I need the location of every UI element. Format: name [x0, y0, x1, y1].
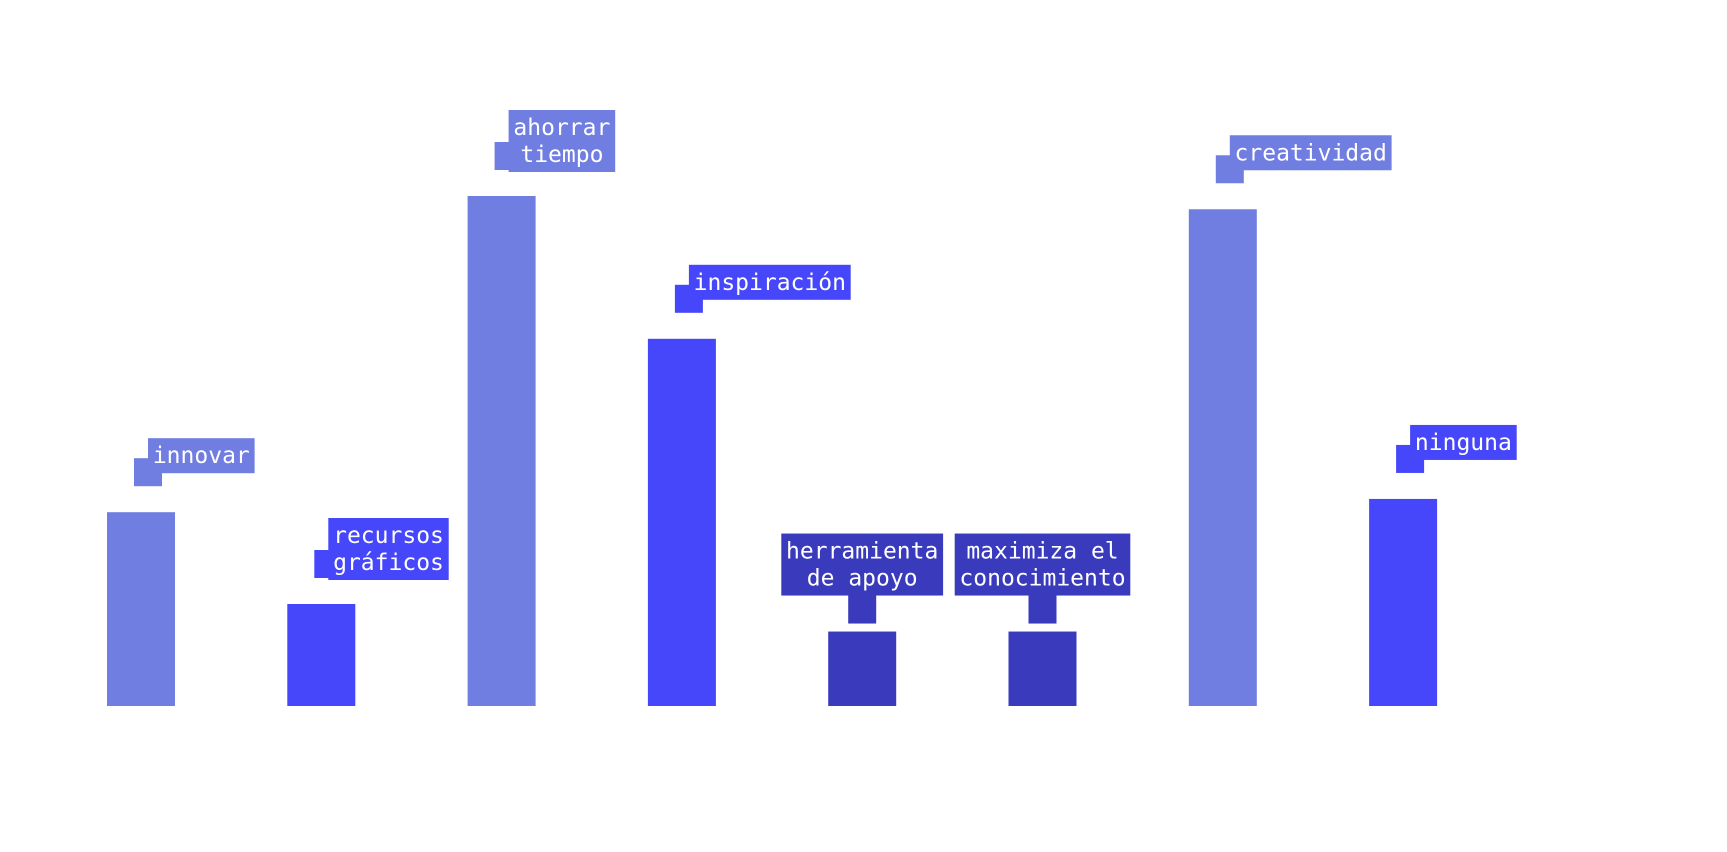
- bar-label-1-line-1: innovar: [153, 443, 250, 469]
- bar-label-6-line-1: maximiza el: [966, 539, 1118, 565]
- label-box-5: [781, 533, 944, 596]
- bar-2: [287, 604, 356, 706]
- bar-label-4-line-1: inspiración: [694, 270, 846, 296]
- bar-5: [828, 631, 897, 706]
- label-box-1: [148, 438, 255, 474]
- bar-3: [467, 196, 536, 706]
- label-connector-6: [1028, 593, 1057, 624]
- label-box-2: [328, 518, 449, 580]
- bar-label-3-line-2: tiempo: [520, 142, 603, 168]
- bar-label-6-line-2: conocimiento: [959, 566, 1125, 592]
- bar-label-3-line-1: ahorrar: [513, 115, 610, 141]
- label-box-6: [954, 533, 1131, 596]
- bar-label-7-line-1: creatividad: [1235, 140, 1387, 166]
- label-connector-5: [848, 593, 877, 624]
- bar-8: [1369, 498, 1438, 706]
- label-box-8: [1410, 424, 1517, 460]
- bar-label-5-line-2: de apoyo: [807, 566, 918, 592]
- bar-4: [647, 338, 716, 706]
- bar-1: [107, 512, 175, 706]
- bar-label-8-line-1: ninguna: [1415, 430, 1512, 456]
- bar-label-2-line-2: gráficos: [333, 550, 444, 576]
- bar-7: [1188, 209, 1257, 706]
- bar-label-5-line-1: herramienta: [786, 539, 938, 565]
- label-box-4: [688, 264, 851, 300]
- bar-6: [1008, 631, 1077, 706]
- label-box-7: [1229, 135, 1392, 171]
- label-box-3: [508, 110, 616, 172]
- bar-label-2-line-1: recursos: [333, 523, 444, 549]
